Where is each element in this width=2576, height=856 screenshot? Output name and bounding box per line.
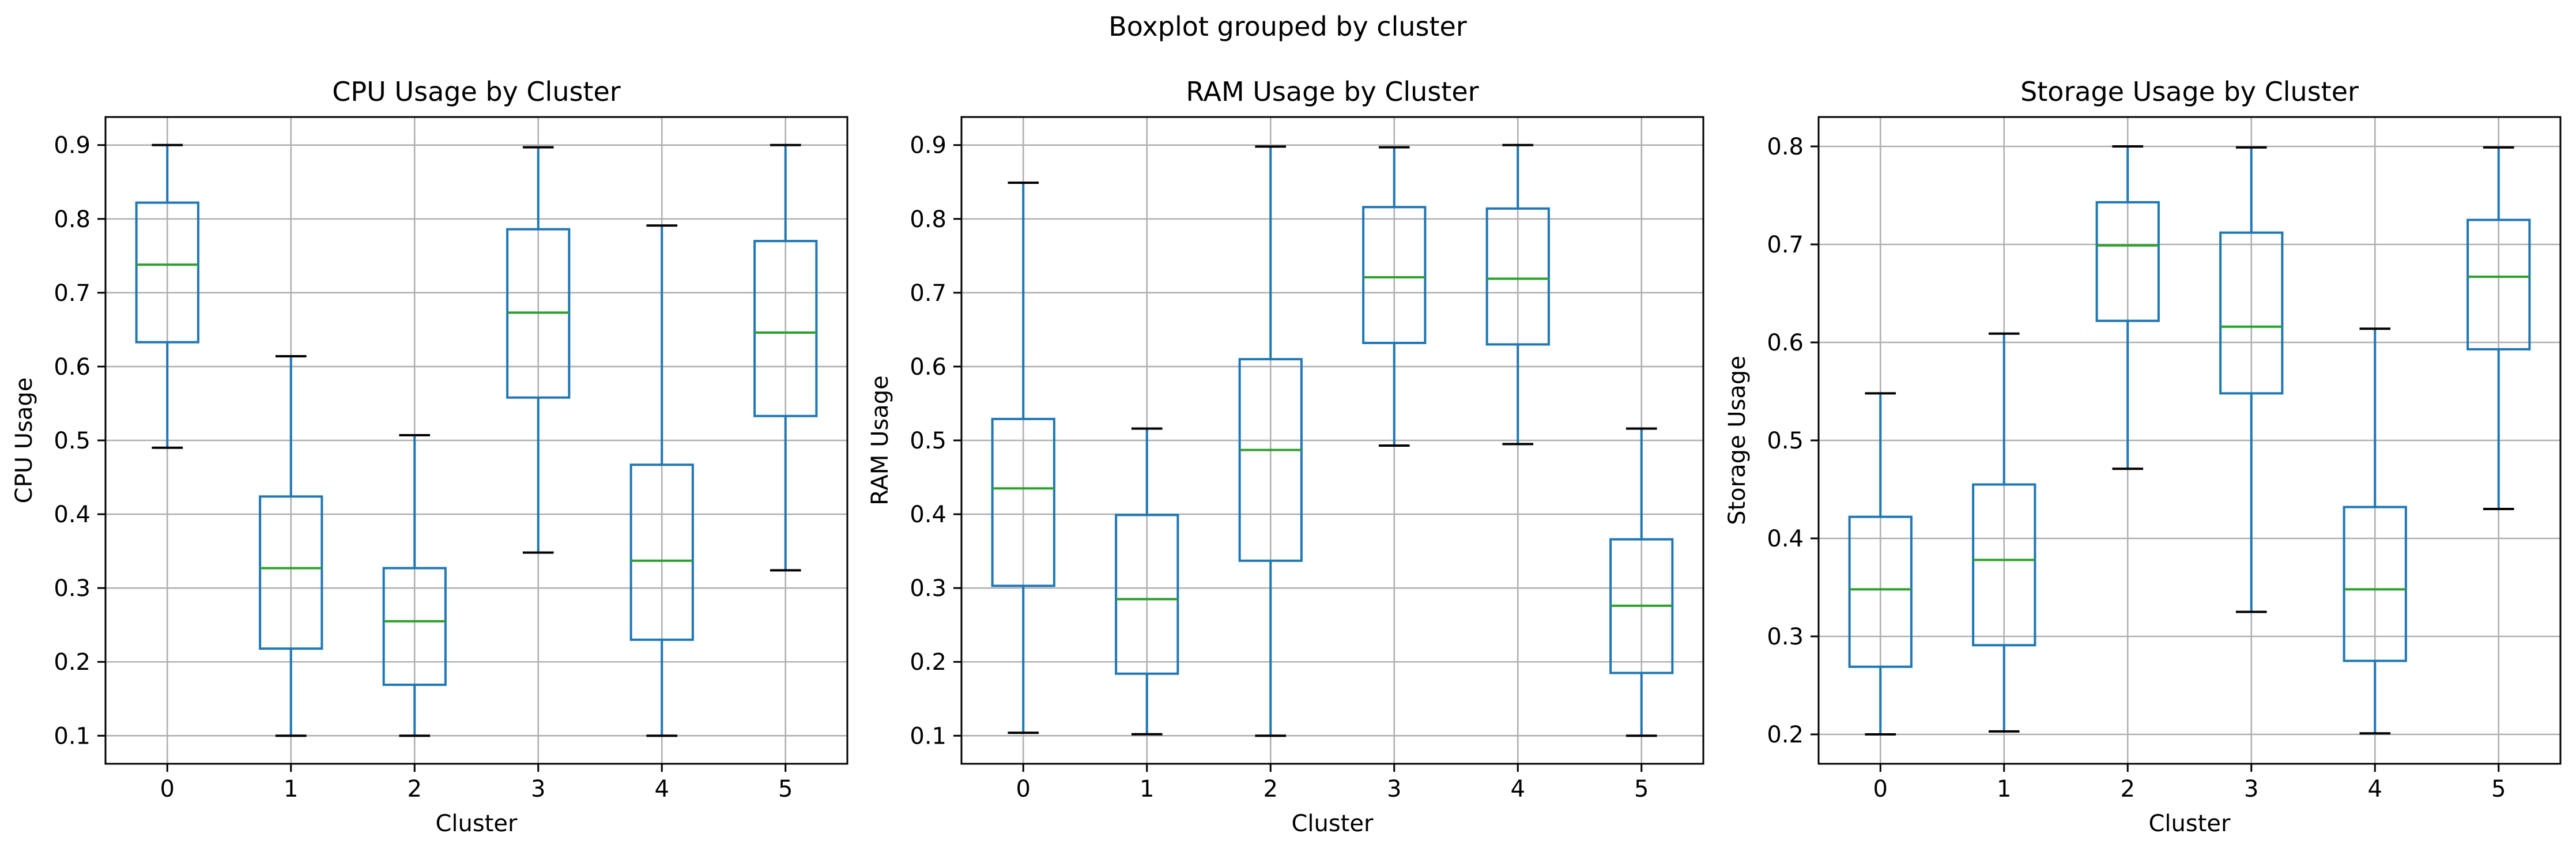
chart-panel-0: 0 1 2 3 4 5 0.1 0.2 0.3 0.4 0.5 0.6 0.7 0.8 0.9 CPU Usa… [11,76,848,837]
x-axis-label: Cluster [2149,810,2231,837]
x-tick-label: 5 [778,776,793,802]
box-0 [1848,392,1913,736]
y-tick-label: 0.7 [1767,232,1804,258]
x-tick-label: 1 [284,776,298,802]
x-tick-label: 0 [1016,776,1031,802]
y-tick-label: 0.6 [54,354,90,380]
iqr-box [1972,483,2036,647]
y-tick-label: 0.9 [910,133,946,159]
y-tick-label: 0.6 [910,354,946,380]
box-4 [1485,144,1550,446]
x-tick-label: 4 [1511,776,1525,802]
iqr-box [629,463,694,641]
iqr-box [991,417,1055,587]
x-tick-label: 2 [2121,776,2135,802]
iqr-box [2343,506,2407,662]
x-axis-label: Cluster [436,810,518,837]
box-2 [1238,145,1303,737]
x-tick-label: 4 [655,776,669,802]
iqr-box [753,240,818,417]
y-axis-label: CPU Usage [11,378,37,504]
y-tick-label: 0.1 [910,723,946,749]
chart-title: Storage Usage by Cluster [2020,76,2359,107]
iqr-box [2219,231,2284,395]
x-tick-label: 1 [1140,776,1154,802]
iqr-box [1362,206,1427,344]
y-tick-label: 0.7 [910,280,946,307]
box-3 [1362,146,1427,447]
box-5 [753,144,818,572]
x-tick-label: 3 [2244,776,2258,802]
y-axis-label: RAM Usage [867,375,893,505]
y-tick-label: 0.2 [1767,722,1804,748]
chart-panel-1: 0 1 2 3 4 5 0.1 0.2 0.3 0.4 0.5 0.6 0.7 0.8 0.9 RAM Usa… [867,76,1704,837]
y-axis-label: Storage Usage [1724,356,1751,525]
chart-panel-2: 0 1 2 3 4 5 0.2 0.3 0.4 0.5 0.6 0.7 0.8 Storage Usage… [1724,76,2562,837]
box-1 [1115,427,1179,736]
box-5 [1609,427,1674,737]
y-tick-label: 0.8 [54,206,90,233]
box-4 [629,224,694,737]
box-1 [1972,332,2036,733]
y-tick-label: 0.8 [1767,134,1804,160]
y-tick-label: 0.3 [910,575,946,602]
y-tick-label: 0.6 [1767,330,1804,356]
y-tick-label: 0.4 [54,501,90,528]
x-tick-label: 2 [408,776,422,802]
iqr-box [259,495,323,650]
iqr-box [2466,218,2531,350]
x-tick-label: 0 [160,776,175,802]
iqr-box [1485,207,1550,346]
x-tick-label: 5 [1634,776,1649,802]
iqr-box [1238,358,1303,562]
box-3 [506,146,571,554]
box-4 [2343,327,2407,735]
y-tick-label: 0.4 [910,501,946,528]
y-tick-label: 0.5 [54,428,90,454]
box-2 [2095,145,2160,470]
x-tick-label: 0 [1873,776,1888,802]
x-axis-label: Cluster [1292,810,1374,837]
y-tick-label: 0.4 [1767,526,1804,552]
box-3 [2219,146,2284,613]
box-0 [991,181,1055,734]
y-tick-label: 0.7 [54,280,90,307]
x-tick-label: 4 [2368,776,2382,802]
y-tick-label: 0.1 [54,723,90,749]
x-tick-label: 3 [531,776,545,802]
iqr-box [135,201,199,344]
box-2 [382,434,447,737]
iqr-box [382,567,447,686]
figure-suptitle: Boxplot grouped by cluster [1108,11,1467,42]
box-0 [135,144,199,449]
y-tick-label: 0.2 [54,649,90,676]
iqr-box [1115,514,1179,675]
box-1 [259,355,323,737]
y-tick-label: 0.5 [910,428,946,454]
x-tick-label: 2 [1264,776,1278,802]
y-tick-label: 0.3 [1767,624,1804,650]
x-tick-label: 1 [1997,776,2011,802]
iqr-box [1848,515,1913,668]
x-tick-label: 5 [2491,776,2506,802]
box-5 [2466,146,2531,510]
chart-title: CPU Usage by Cluster [332,76,620,107]
iqr-box [2095,201,2160,322]
y-tick-label: 0.5 [1767,428,1804,454]
y-tick-label: 0.2 [910,649,946,676]
x-tick-label: 3 [1387,776,1401,802]
y-tick-label: 0.8 [910,206,946,233]
y-tick-label: 0.9 [54,133,90,159]
y-tick-label: 0.3 [54,575,90,602]
chart-title: RAM Usage by Cluster [1186,76,1479,107]
